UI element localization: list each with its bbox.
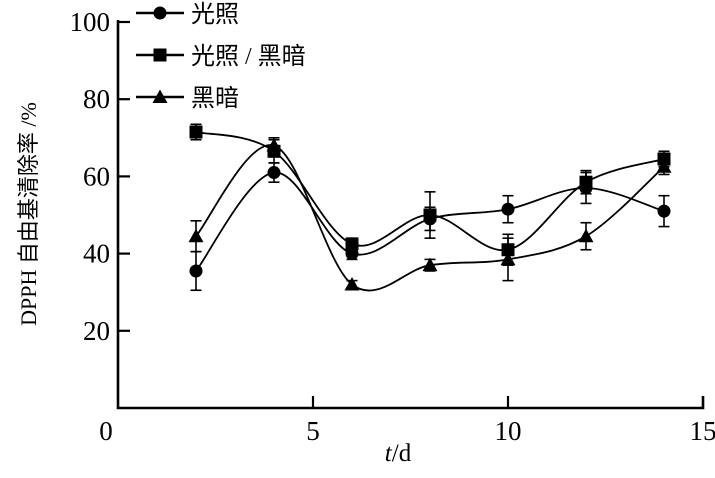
x-axis-title-variable: t	[385, 440, 393, 467]
data-point-square	[345, 237, 359, 251]
data-point-triangle	[422, 257, 438, 272]
x-tick-label: 5	[306, 416, 320, 446]
y-tick-label: 40	[83, 239, 110, 269]
data-point-triangle	[188, 228, 204, 243]
legend-marker-triangle	[152, 89, 168, 103]
legend-label: 黑暗	[191, 85, 239, 112]
y-tick-label: 100	[70, 7, 111, 37]
x-axis-title-unit: /d	[392, 440, 412, 467]
data-point-square	[579, 175, 593, 189]
x-tick-label: 15	[690, 416, 715, 446]
data-point-square	[657, 152, 671, 166]
data-point-triangle	[266, 138, 282, 152]
legend-label: 光照	[191, 1, 239, 28]
data-point-triangle	[656, 159, 672, 173]
x-tick-label: 10	[495, 416, 522, 446]
data-point-circle	[267, 166, 281, 180]
data-point-circle	[501, 202, 515, 216]
data-point-square	[423, 208, 437, 222]
y-tick-label: 20	[83, 316, 110, 346]
x-tick-label: 0	[99, 416, 113, 446]
data-point-square	[189, 125, 203, 139]
data-point-circle	[657, 204, 671, 218]
y-tick-label: 60	[83, 161, 110, 191]
y-axis-title: DPPH 自由基清除率 /%	[16, 102, 41, 326]
data-point-circle	[189, 264, 203, 278]
axes	[116, 20, 705, 410]
data-point-triangle	[344, 276, 360, 291]
x-axis-title: t/d	[385, 440, 412, 467]
legend-marker-square	[153, 48, 167, 62]
plot-area: 20 40 60 80 100 0 5 10 15	[70, 7, 715, 446]
data-point-triangle	[578, 228, 594, 243]
legend-label: 光照 / 黑暗	[191, 43, 306, 70]
y-tick-label: 80	[83, 84, 110, 114]
data-point-triangle	[500, 251, 516, 266]
data-point-square	[501, 243, 515, 257]
legend-marker-circle	[153, 6, 167, 20]
